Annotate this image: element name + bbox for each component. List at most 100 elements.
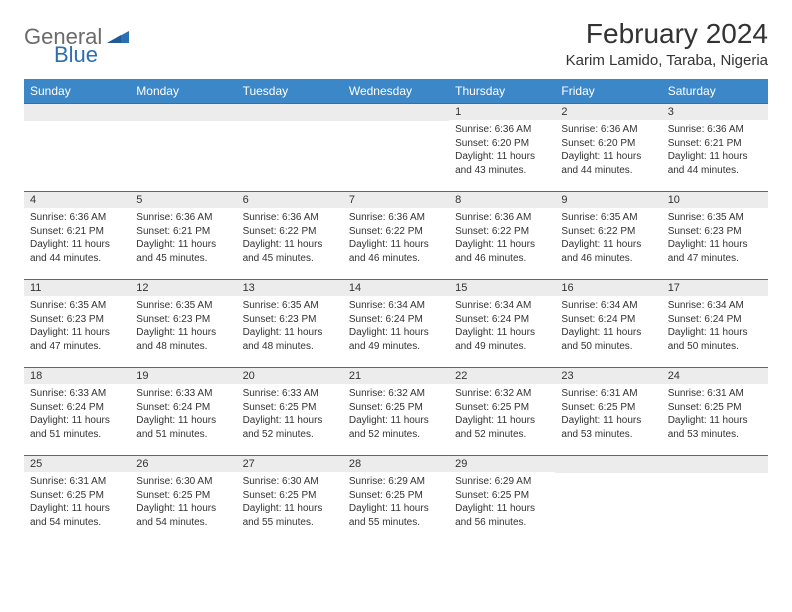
daylight-text: Daylight: 11 hours and 47 minutes.: [30, 326, 124, 353]
daylight-text: Daylight: 11 hours and 49 minutes.: [349, 326, 443, 353]
sunrise-text: Sunrise: 6:36 AM: [349, 211, 443, 225]
day-details: Sunrise: 6:33 AMSunset: 6:24 PMDaylight:…: [130, 384, 236, 445]
daylight-text: Daylight: 11 hours and 45 minutes.: [136, 238, 230, 265]
day-details: Sunrise: 6:36 AMSunset: 6:21 PMDaylight:…: [130, 208, 236, 269]
day-details: Sunrise: 6:36 AMSunset: 6:22 PMDaylight:…: [449, 208, 555, 269]
sunset-text: Sunset: 6:23 PM: [30, 313, 124, 327]
daylight-text: Daylight: 11 hours and 55 minutes.: [243, 502, 337, 529]
sunset-text: Sunset: 6:25 PM: [668, 401, 762, 415]
calendar-row: 4Sunrise: 6:36 AMSunset: 6:21 PMDaylight…: [24, 191, 768, 279]
location-text: Karim Lamido, Taraba, Nigeria: [566, 52, 768, 69]
daylight-text: Daylight: 11 hours and 55 minutes.: [349, 502, 443, 529]
calendar-cell: 11Sunrise: 6:35 AMSunset: 6:23 PMDayligh…: [24, 279, 130, 367]
sunrise-text: Sunrise: 6:36 AM: [30, 211, 124, 225]
calendar-cell: 8Sunrise: 6:36 AMSunset: 6:22 PMDaylight…: [449, 191, 555, 279]
calendar-cell: 21Sunrise: 6:32 AMSunset: 6:25 PMDayligh…: [343, 367, 449, 455]
day-details: Sunrise: 6:35 AMSunset: 6:23 PMDaylight:…: [24, 296, 130, 357]
calendar-cell: 14Sunrise: 6:34 AMSunset: 6:24 PMDayligh…: [343, 279, 449, 367]
calendar-head: Sunday Monday Tuesday Wednesday Thursday…: [24, 79, 768, 103]
daylight-text: Daylight: 11 hours and 52 minutes.: [349, 414, 443, 441]
daylight-text: Daylight: 11 hours and 54 minutes.: [136, 502, 230, 529]
day-number: 22: [449, 367, 555, 384]
sunrise-text: Sunrise: 6:34 AM: [349, 299, 443, 313]
calendar-cell: 13Sunrise: 6:35 AMSunset: 6:23 PMDayligh…: [237, 279, 343, 367]
day-header: Saturday: [662, 79, 768, 103]
calendar-cell: 4Sunrise: 6:36 AMSunset: 6:21 PMDaylight…: [24, 191, 130, 279]
day-header: Tuesday: [237, 79, 343, 103]
calendar-cell: 23Sunrise: 6:31 AMSunset: 6:25 PMDayligh…: [555, 367, 661, 455]
sunrise-text: Sunrise: 6:36 AM: [243, 211, 337, 225]
sunrise-text: Sunrise: 6:35 AM: [136, 299, 230, 313]
day-number: 1: [449, 103, 555, 120]
sunrise-text: Sunrise: 6:34 AM: [561, 299, 655, 313]
day-details: Sunrise: 6:34 AMSunset: 6:24 PMDaylight:…: [343, 296, 449, 357]
day-number: 4: [24, 191, 130, 208]
day-number: 6: [237, 191, 343, 208]
day-header: Wednesday: [343, 79, 449, 103]
day-details: Sunrise: 6:33 AMSunset: 6:24 PMDaylight:…: [24, 384, 130, 445]
sunrise-text: Sunrise: 6:33 AM: [243, 387, 337, 401]
sunrise-text: Sunrise: 6:31 AM: [30, 475, 124, 489]
day-details: Sunrise: 6:35 AMSunset: 6:23 PMDaylight:…: [130, 296, 236, 357]
day-details: Sunrise: 6:32 AMSunset: 6:25 PMDaylight:…: [343, 384, 449, 445]
empty-day-bar: [24, 103, 130, 121]
day-details: Sunrise: 6:36 AMSunset: 6:21 PMDaylight:…: [662, 120, 768, 181]
calendar-cell: 27Sunrise: 6:30 AMSunset: 6:25 PMDayligh…: [237, 455, 343, 543]
day-details: Sunrise: 6:36 AMSunset: 6:20 PMDaylight:…: [555, 120, 661, 181]
sunrise-text: Sunrise: 6:30 AM: [136, 475, 230, 489]
sunset-text: Sunset: 6:25 PM: [30, 489, 124, 503]
day-number: 15: [449, 279, 555, 296]
day-details: Sunrise: 6:30 AMSunset: 6:25 PMDaylight:…: [130, 472, 236, 533]
daylight-text: Daylight: 11 hours and 43 minutes.: [455, 150, 549, 177]
calendar-cell: [662, 455, 768, 543]
daylight-text: Daylight: 11 hours and 51 minutes.: [136, 414, 230, 441]
page-header: General February 2024 Karim Lamido, Tara…: [24, 18, 768, 69]
empty-day-bar: [237, 103, 343, 121]
day-details: Sunrise: 6:36 AMSunset: 6:21 PMDaylight:…: [24, 208, 130, 269]
brand-part2: Blue: [54, 42, 98, 67]
calendar-row: 1Sunrise: 6:36 AMSunset: 6:20 PMDaylight…: [24, 103, 768, 191]
sunrise-text: Sunrise: 6:36 AM: [455, 123, 549, 137]
sunset-text: Sunset: 6:25 PM: [455, 489, 549, 503]
sunset-text: Sunset: 6:21 PM: [136, 225, 230, 239]
calendar-cell: [343, 103, 449, 191]
calendar-table: Sunday Monday Tuesday Wednesday Thursday…: [24, 79, 768, 543]
sunrise-text: Sunrise: 6:31 AM: [668, 387, 762, 401]
sunset-text: Sunset: 6:25 PM: [561, 401, 655, 415]
day-details: Sunrise: 6:36 AMSunset: 6:22 PMDaylight:…: [343, 208, 449, 269]
calendar-cell: 9Sunrise: 6:35 AMSunset: 6:22 PMDaylight…: [555, 191, 661, 279]
day-header-row: Sunday Monday Tuesday Wednesday Thursday…: [24, 79, 768, 103]
daylight-text: Daylight: 11 hours and 49 minutes.: [455, 326, 549, 353]
sunrise-text: Sunrise: 6:31 AM: [561, 387, 655, 401]
calendar-cell: [555, 455, 661, 543]
sunset-text: Sunset: 6:23 PM: [243, 313, 337, 327]
sunrise-text: Sunrise: 6:32 AM: [455, 387, 549, 401]
daylight-text: Daylight: 11 hours and 46 minutes.: [561, 238, 655, 265]
brand-mark-icon: [107, 27, 129, 48]
daylight-text: Daylight: 11 hours and 46 minutes.: [455, 238, 549, 265]
day-details: Sunrise: 6:35 AMSunset: 6:22 PMDaylight:…: [555, 208, 661, 269]
calendar-cell: 22Sunrise: 6:32 AMSunset: 6:25 PMDayligh…: [449, 367, 555, 455]
sunset-text: Sunset: 6:23 PM: [136, 313, 230, 327]
sunset-text: Sunset: 6:25 PM: [136, 489, 230, 503]
sunset-text: Sunset: 6:24 PM: [455, 313, 549, 327]
sunrise-text: Sunrise: 6:35 AM: [243, 299, 337, 313]
calendar-body: 1Sunrise: 6:36 AMSunset: 6:20 PMDaylight…: [24, 103, 768, 543]
day-number: 12: [130, 279, 236, 296]
calendar-cell: 5Sunrise: 6:36 AMSunset: 6:21 PMDaylight…: [130, 191, 236, 279]
sunset-text: Sunset: 6:21 PM: [30, 225, 124, 239]
sunset-text: Sunset: 6:25 PM: [349, 489, 443, 503]
day-details: Sunrise: 6:34 AMSunset: 6:24 PMDaylight:…: [662, 296, 768, 357]
empty-day-bar: [555, 455, 661, 473]
sunrise-text: Sunrise: 6:36 AM: [668, 123, 762, 137]
day-number: 8: [449, 191, 555, 208]
sunset-text: Sunset: 6:25 PM: [243, 401, 337, 415]
sunset-text: Sunset: 6:25 PM: [455, 401, 549, 415]
day-details: Sunrise: 6:34 AMSunset: 6:24 PMDaylight:…: [555, 296, 661, 357]
title-block: February 2024 Karim Lamido, Taraba, Nige…: [566, 18, 768, 69]
day-details: Sunrise: 6:33 AMSunset: 6:25 PMDaylight:…: [237, 384, 343, 445]
sunrise-text: Sunrise: 6:29 AM: [349, 475, 443, 489]
day-number: 10: [662, 191, 768, 208]
day-details: Sunrise: 6:31 AMSunset: 6:25 PMDaylight:…: [662, 384, 768, 445]
day-number: 24: [662, 367, 768, 384]
